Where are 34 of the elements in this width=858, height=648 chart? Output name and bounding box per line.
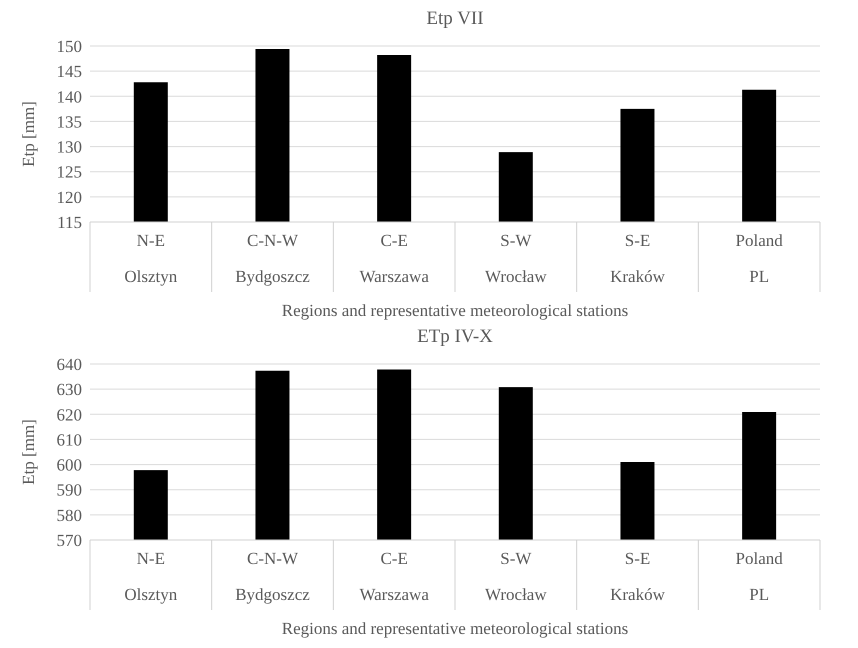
y-tick-label: 115 (57, 213, 82, 232)
x-tick-label: C-E Warszawa (359, 231, 430, 286)
x-tick-label: S-W Wrocław (485, 549, 548, 604)
y-tick-label: 130 (56, 138, 82, 157)
y-tick-label: 610 (56, 430, 82, 450)
x-tick-label: C-N-W Bydgoszcz (235, 549, 310, 604)
y-tick-label: 135 (56, 112, 82, 132)
y-tick-label: 620 (56, 405, 82, 424)
y-tick-label: 570 (56, 531, 82, 550)
x-tick-label: S-E Kraków (610, 231, 666, 286)
y-tick-label: 125 (56, 162, 82, 182)
y-tick-label: 140 (56, 87, 82, 106)
x-tick-label: Poland PL (736, 231, 784, 286)
y-tick-label: 600 (56, 456, 82, 475)
chart-title: ETp IV-X (416, 326, 494, 348)
x-tick-label: N-E Olsztyn (124, 549, 178, 604)
y-axis-title: Etp [mm] (19, 419, 38, 485)
y-tick-label: 590 (56, 480, 82, 500)
x-tick-label: C-N-W Bydgoszcz (235, 231, 310, 286)
y-tick-label: 120 (56, 188, 82, 207)
y-axis-title: Etp [mm] (19, 101, 38, 167)
x-axis-title: Regions and representative meteorological stations (282, 619, 628, 638)
chart-title: Etp VII (425, 8, 485, 30)
y-tick-label: 640 (56, 355, 82, 374)
x-tick-label: Poland PL (736, 549, 784, 604)
y-tick-label: 150 (56, 37, 82, 56)
y-tick-label: 145 (56, 62, 82, 82)
x-tick-label: N-E Olsztyn (124, 231, 178, 286)
x-tick-label: C-E Warszawa (359, 549, 430, 604)
x-axis-title: Regions and representative meteorological stations (282, 301, 628, 320)
y-tick-label: 580 (56, 506, 82, 525)
x-tick-label: S-E Kraków (610, 549, 666, 604)
y-tick-label: 630 (56, 380, 82, 400)
x-tick-label: S-W Wrocław (485, 231, 548, 286)
